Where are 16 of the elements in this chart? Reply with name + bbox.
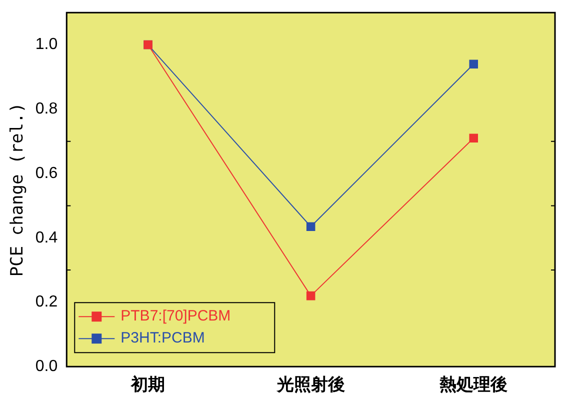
- y-tick-label: 0.6: [35, 164, 58, 182]
- y-tick-label: 0.2: [35, 294, 58, 311]
- x-tick-label: 光照射後: [276, 375, 345, 396]
- legend-label: P3HT:PCBM: [120, 330, 205, 347]
- point: [469, 134, 478, 142]
- x-tick-label: 初期: [130, 375, 166, 396]
- y-tick-label: 0.4: [35, 229, 58, 246]
- y-tick-label: 1.0: [35, 36, 58, 54]
- y-tick-label: 0.0: [35, 358, 58, 376]
- point: [306, 222, 316, 231]
- point: [306, 291, 316, 300]
- x-tick-label: 熱処理後: [438, 375, 508, 396]
- legend-label: PTB7:[70]PCBM: [120, 308, 231, 325]
- point: [469, 60, 478, 68]
- y-tick-label: 0.8: [35, 100, 58, 118]
- y-axis-title: PCE change (rel.): [8, 102, 28, 277]
